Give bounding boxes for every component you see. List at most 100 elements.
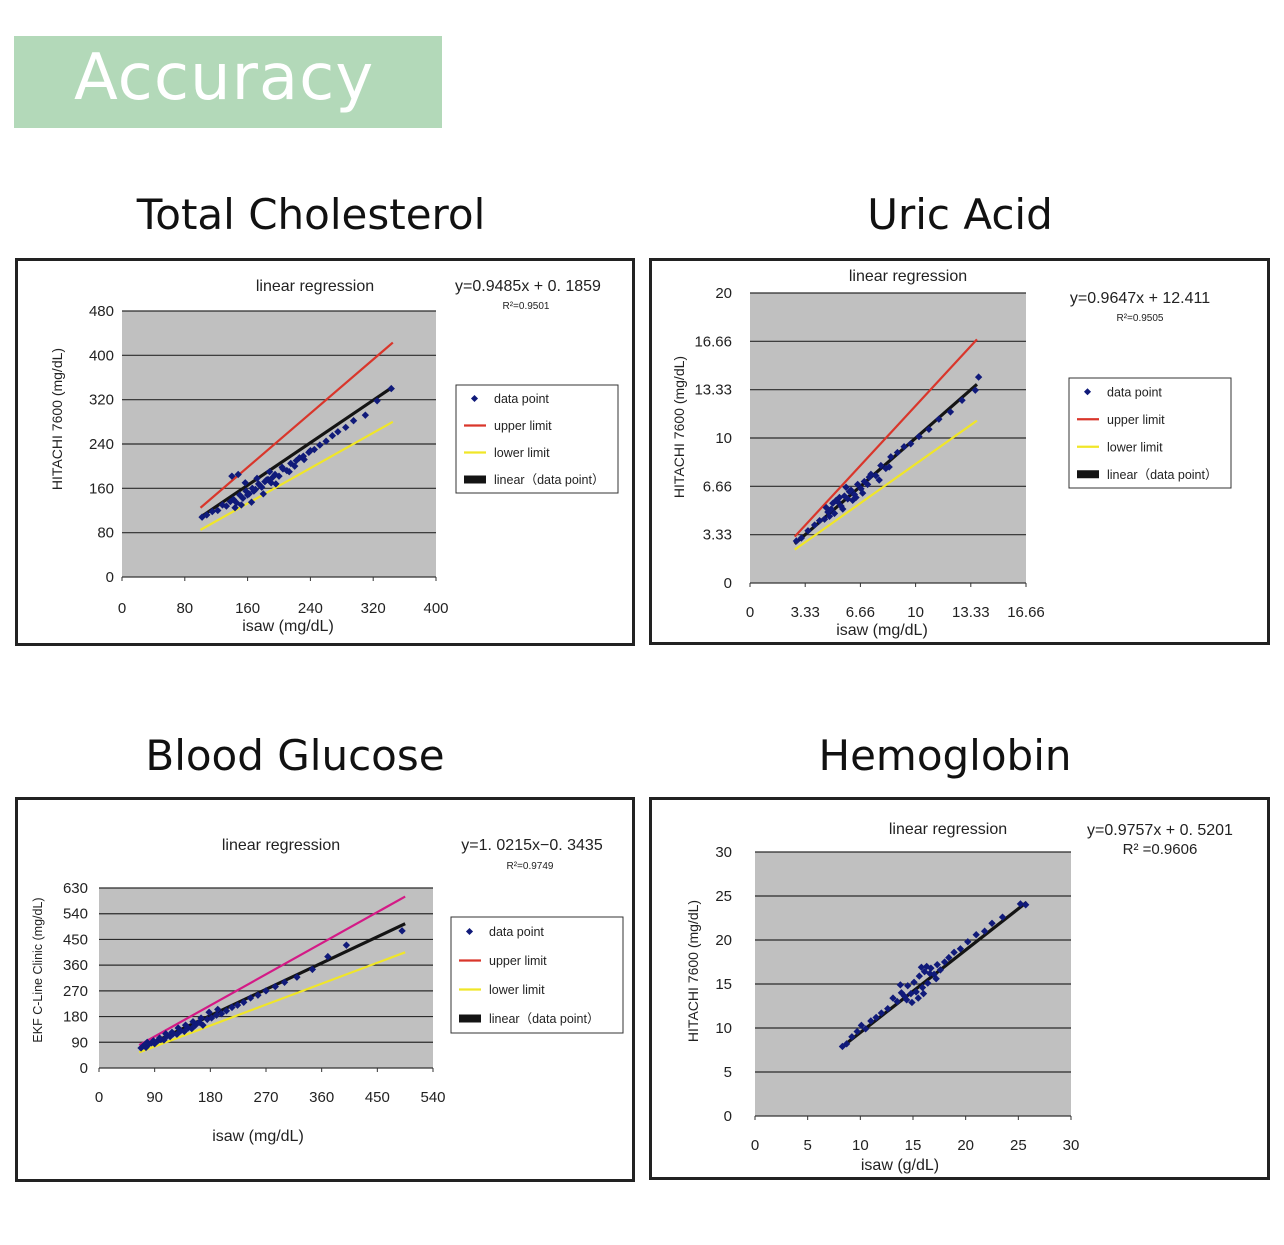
legend-label: lower limit bbox=[1107, 440, 1163, 454]
chart-panel-hemoglobin: 0 5 10 15 20 25 30 0 5 10 15 20 25 30 linear regressio… bbox=[649, 797, 1270, 1180]
x-tick-label: 5 bbox=[803, 1137, 811, 1154]
y-tick-label: 16.66 bbox=[694, 333, 732, 350]
data-point bbox=[272, 480, 280, 488]
legend-label: linear（data point） bbox=[1107, 468, 1217, 482]
data-point bbox=[915, 432, 923, 441]
data-point bbox=[917, 963, 926, 971]
regression-equation: y=0.9647x + 12.411 bbox=[1070, 290, 1210, 307]
data-point bbox=[291, 462, 299, 470]
y-tick-label: 0 bbox=[724, 575, 732, 592]
y-tick-label: 30 bbox=[715, 844, 732, 861]
legend-label: data point bbox=[494, 392, 549, 406]
data-point bbox=[214, 1005, 222, 1014]
regression-equation: y=0.9757x + 0. 5201 bbox=[1087, 822, 1233, 839]
panel-title-hemoglobin: Hemoglobin bbox=[818, 731, 1072, 780]
header-banner: Accuracy bbox=[14, 36, 442, 128]
x-tick-label: 15 bbox=[905, 1137, 922, 1154]
y-tick-label: 5 bbox=[724, 1064, 732, 1081]
data-point bbox=[316, 441, 324, 449]
y-axis-label: HITACHI 7600 (mg/dL) bbox=[671, 356, 687, 498]
series-line-linear-data-point bbox=[199, 385, 394, 519]
panel-title-uric-acid: Uric Acid bbox=[867, 190, 1053, 239]
x-tick-label: 160 bbox=[235, 600, 260, 617]
legend-box bbox=[455, 384, 619, 494]
chart-blood-glucose: 0 90 180 270 360 450 540 630 0 90 180 270 360 450 540 l… bbox=[31, 837, 624, 1145]
panel-title-blood-glucose: Blood Glucose bbox=[145, 731, 445, 780]
y-axis-label: HITACHI 7600 (mg/dL) bbox=[49, 348, 65, 490]
legend-label: upper limit bbox=[489, 954, 547, 968]
data-point bbox=[884, 1004, 892, 1013]
data-point bbox=[398, 927, 406, 935]
data-point bbox=[918, 983, 927, 992]
data-point bbox=[946, 408, 955, 416]
y-tick-label: 3.33 bbox=[703, 527, 732, 544]
legend-label: data point bbox=[489, 925, 544, 939]
y-axis-label: HITACHI 7600 (mg/dL) bbox=[685, 900, 701, 1042]
x-tick-label: 10 bbox=[907, 604, 924, 621]
data-point bbox=[854, 480, 862, 489]
y-tick-label: 90 bbox=[71, 1034, 88, 1051]
x-tick-label: 3.33 bbox=[791, 604, 820, 621]
data-point bbox=[278, 463, 286, 471]
data-point bbox=[197, 1014, 205, 1022]
series-line-lower-limit bbox=[199, 420, 394, 531]
series-line-lower-limit bbox=[138, 951, 406, 1054]
x-tick-label: 0 bbox=[751, 1137, 759, 1154]
data-point bbox=[958, 396, 966, 404]
data-point bbox=[361, 411, 370, 419]
chart-title: linear regression bbox=[222, 837, 340, 854]
x-tick-label: 320 bbox=[361, 600, 386, 617]
legend-label: lower limit bbox=[494, 446, 550, 460]
x-tick-label: 400 bbox=[423, 600, 448, 617]
data-point bbox=[877, 1009, 886, 1017]
y-tick-label: 13.33 bbox=[694, 382, 732, 399]
series-line-upper-limit bbox=[138, 895, 406, 1047]
data-point bbox=[925, 425, 933, 433]
data-point bbox=[243, 491, 252, 499]
x-tick-label: 360 bbox=[309, 1089, 334, 1106]
data-point bbox=[349, 417, 358, 425]
x-tick-label: 25 bbox=[1010, 1137, 1027, 1154]
y-tick-label: 320 bbox=[89, 392, 114, 409]
legend-marker-linear bbox=[459, 1014, 481, 1023]
data-point bbox=[842, 483, 850, 491]
x-tick-label: 80 bbox=[176, 600, 193, 617]
r-squared: R²=0.9749 bbox=[507, 861, 554, 872]
x-axis-label: isaw (mg/dL) bbox=[242, 618, 334, 635]
data-point bbox=[342, 941, 351, 949]
data-point bbox=[299, 452, 308, 460]
data-point bbox=[848, 1033, 856, 1041]
data-point bbox=[829, 499, 837, 507]
x-tick-label: 6.66 bbox=[846, 604, 875, 621]
chart-hemoglobin: 0 5 10 15 20 25 30 0 5 10 15 20 25 30 linear regressio… bbox=[685, 821, 1233, 1174]
data-point bbox=[334, 428, 342, 436]
legend-marker-point bbox=[465, 927, 474, 936]
data-point bbox=[228, 472, 236, 480]
data-point bbox=[250, 487, 258, 495]
panel-title-total-cholesterol: Total Cholesterol bbox=[136, 190, 486, 239]
y-tick-label: 400 bbox=[89, 347, 114, 364]
chart-legend: data point upper limit lower limit linear（d… bbox=[450, 916, 624, 1034]
chart-panel-uric-acid: 0 3.33 6.66 10 13.33 16.66 20 0 3.33 6.66 10 13.33 1… bbox=[649, 258, 1270, 645]
data-point bbox=[872, 472, 880, 480]
data-point bbox=[269, 473, 277, 481]
y-tick-label: 0 bbox=[80, 1060, 88, 1077]
data-point bbox=[271, 982, 279, 991]
legend-label: upper limit bbox=[1107, 413, 1165, 427]
chart-panel-total-cholesterol: 0 80 160 240 320 400 480 0 80 160 240 320 400 linear … bbox=[15, 258, 635, 646]
x-tick-label: 90 bbox=[146, 1089, 163, 1106]
data-point bbox=[877, 461, 885, 470]
y-tick-label: 0 bbox=[724, 1108, 732, 1125]
y-tick-label: 180 bbox=[63, 1009, 88, 1026]
legend-label: linear（data point） bbox=[494, 473, 604, 487]
legend-marker-point bbox=[470, 394, 479, 403]
r-squared: R² =0.9606 bbox=[1123, 841, 1198, 858]
series-line-lower-limit bbox=[794, 419, 978, 551]
chart-title: linear regression bbox=[889, 821, 1007, 838]
data-point bbox=[923, 962, 931, 971]
y-tick-label: 630 bbox=[63, 880, 88, 897]
data-point bbox=[900, 443, 908, 451]
legend-label: upper limit bbox=[494, 419, 552, 433]
page-title: Accuracy bbox=[74, 41, 375, 115]
x-axis-label: isaw (mg/dL) bbox=[836, 622, 928, 639]
